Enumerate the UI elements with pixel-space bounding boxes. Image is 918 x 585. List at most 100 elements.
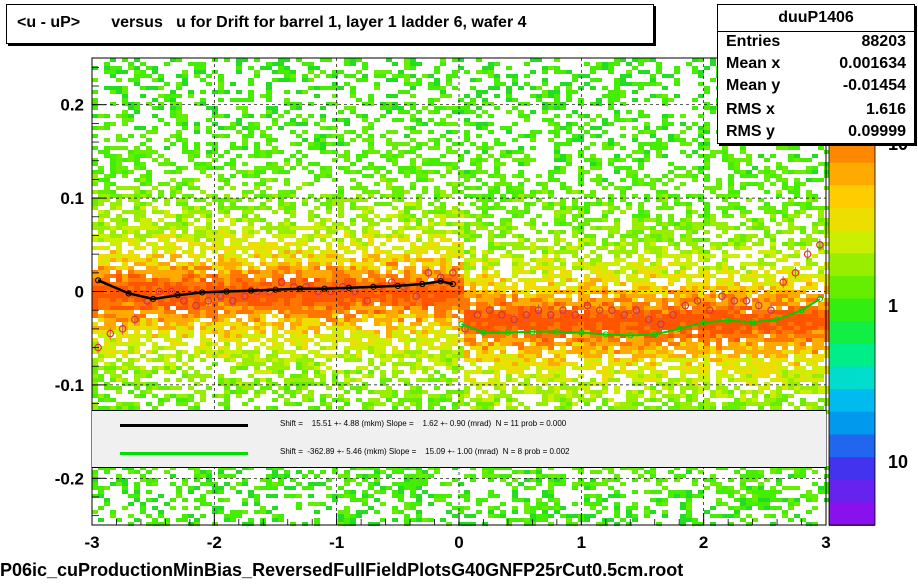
heat-cell: [374, 330, 380, 334]
heat-cell: [194, 370, 200, 374]
heat-cell: [92, 342, 98, 346]
heat-cell: [104, 186, 110, 190]
heat-cell: [224, 198, 230, 202]
heat-cell: [140, 342, 146, 346]
heat-cell: [410, 102, 416, 106]
heat-cell: [452, 122, 458, 126]
heat-cell: [374, 490, 380, 494]
heat-cell: [224, 254, 230, 258]
heat-cell: [182, 226, 188, 230]
heat-cell: [584, 254, 590, 258]
heat-cell: [116, 478, 122, 482]
heat-cell: [500, 254, 506, 258]
heat-cell: [512, 194, 518, 198]
heat-cell: [578, 294, 584, 298]
heat-cell: [380, 382, 386, 386]
heat-cell: [176, 486, 182, 490]
heat-cell: [494, 290, 500, 294]
heat-cell: [452, 334, 458, 338]
heat-cell: [350, 278, 356, 282]
heat-cell: [512, 206, 518, 210]
heat-cell: [242, 286, 248, 290]
heat-cell: [410, 494, 416, 498]
heat-cell: [590, 234, 596, 238]
heat-cell: [314, 234, 320, 238]
heat-cell: [278, 358, 284, 362]
heat-cell: [470, 86, 476, 90]
heat-cell: [140, 334, 146, 338]
heat-cell: [434, 330, 440, 334]
heat-cell: [332, 74, 338, 78]
heat-cell: [140, 154, 146, 158]
heat-cell: [188, 318, 194, 322]
heat-cell: [506, 402, 512, 406]
heat-cell: [404, 214, 410, 218]
heat-cell: [458, 246, 464, 250]
heat-cell: [368, 406, 374, 410]
heat-cell: [476, 498, 482, 502]
heat-cell: [452, 250, 458, 254]
heat-cell: [110, 362, 116, 366]
heat-cell: [380, 178, 386, 182]
heat-cell: [368, 346, 374, 350]
heat-cell: [542, 190, 548, 194]
heat-cell: [446, 390, 452, 394]
heat-cell: [524, 346, 530, 350]
heat-cell: [284, 358, 290, 362]
heat-cell: [188, 62, 194, 66]
heat-cell: [308, 394, 314, 398]
heat-cell: [398, 198, 404, 202]
heat-cell: [92, 402, 98, 406]
heat-cell: [230, 82, 236, 86]
heat-cell: [290, 258, 296, 262]
heat-cell: [440, 306, 446, 310]
heat-cell: [386, 130, 392, 134]
heat-cell: [398, 194, 404, 198]
heat-cell: [272, 370, 278, 374]
heat-cell: [374, 306, 380, 310]
heat-cell: [596, 342, 602, 346]
heat-cell: [512, 106, 518, 110]
heat-cell: [338, 382, 344, 386]
heat-cell: [242, 366, 248, 370]
heat-cell: [554, 114, 560, 118]
heat-cell: [404, 474, 410, 478]
heat-cell: [488, 234, 494, 238]
heat-cell: [146, 262, 152, 266]
heat-cell: [590, 350, 596, 354]
heat-cell: [416, 310, 422, 314]
heat-cell: [344, 506, 350, 510]
heat-cell: [248, 294, 254, 298]
heat-cell: [194, 498, 200, 502]
heat-cell: [464, 334, 470, 338]
heat-cell: [434, 290, 440, 294]
heat-cell: [302, 266, 308, 270]
heat-cell: [506, 110, 512, 114]
heat-cell: [494, 82, 500, 86]
heat-cell: [314, 370, 320, 374]
heat-cell: [398, 310, 404, 314]
heat-cell: [314, 226, 320, 230]
heat-cell: [176, 122, 182, 126]
heat-cell: [338, 322, 344, 326]
heat-cell: [146, 218, 152, 222]
heat-cell: [476, 158, 482, 162]
heat-cell: [476, 126, 482, 130]
heat-cell: [572, 290, 578, 294]
heat-cell: [566, 294, 572, 298]
heat-cell: [404, 74, 410, 78]
heat-cell: [548, 282, 554, 286]
heat-cell: [506, 226, 512, 230]
heat-cell: [512, 150, 518, 154]
heat-cell: [560, 206, 566, 210]
heat-cell: [512, 254, 518, 258]
heat-cell: [230, 390, 236, 394]
heat-cell: [428, 158, 434, 162]
heat-cell: [146, 138, 152, 142]
heat-cell: [224, 210, 230, 214]
heat-cell: [188, 262, 194, 266]
heat-cell: [428, 258, 434, 262]
heat-cell: [164, 318, 170, 322]
heat-cell: [548, 66, 554, 70]
heat-cell: [350, 74, 356, 78]
